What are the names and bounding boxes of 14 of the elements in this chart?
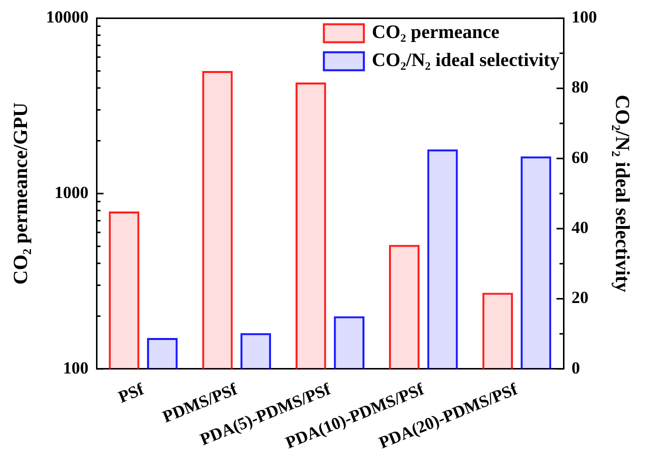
y-tick-label: 1000: [54, 182, 88, 202]
y-axis-title: CO₂ permeance/GPU: [10, 102, 32, 285]
y-tick-label: 100: [63, 358, 88, 378]
legend-label: CO₂ permeance: [372, 22, 500, 44]
x-tick-label: PSf: [116, 379, 147, 407]
y2-tick-label: 40: [572, 218, 588, 238]
legend-label: CO₂/N₂ ideal selectivity: [372, 50, 560, 72]
y2-tick-label: 60: [572, 148, 588, 167]
y2-tick-label: 0: [572, 358, 580, 378]
y2-tick-label: 100: [572, 8, 597, 27]
y2-tick-label: 80: [572, 78, 588, 97]
y-tick-label: 10000: [46, 8, 88, 27]
y2-tick-label: 20: [572, 288, 588, 308]
y2-axis-title: CO₂/N₂ ideal selectivity: [610, 94, 633, 292]
